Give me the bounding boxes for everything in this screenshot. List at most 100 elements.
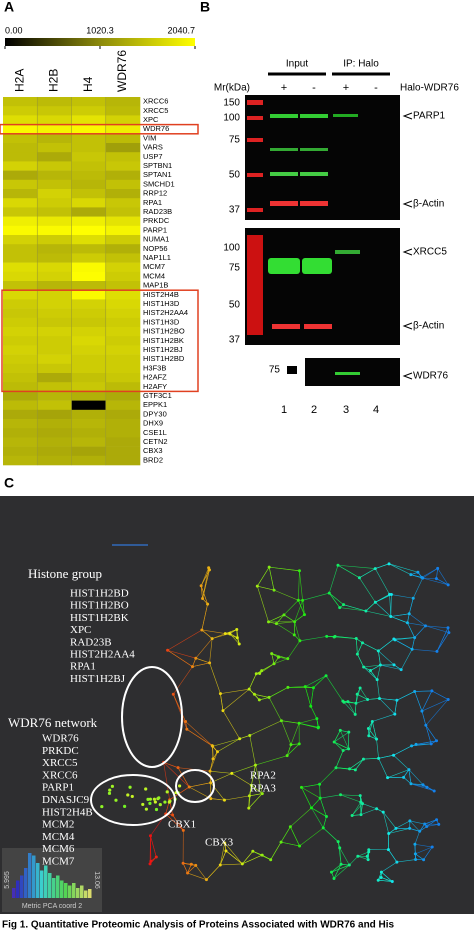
network-edge bbox=[376, 679, 380, 699]
network-edge bbox=[322, 816, 327, 829]
network-label: RPA3 bbox=[250, 783, 276, 795]
network-edge bbox=[323, 827, 339, 842]
network-edge bbox=[372, 721, 377, 740]
network-node bbox=[342, 603, 346, 607]
network-edge bbox=[269, 566, 300, 572]
network-node bbox=[364, 609, 368, 613]
network-edge bbox=[249, 720, 282, 736]
heatmap-cell bbox=[105, 225, 141, 236]
network-node bbox=[108, 788, 112, 792]
inset-bar bbox=[40, 870, 44, 898]
network-node bbox=[347, 730, 351, 734]
network-node bbox=[420, 709, 424, 713]
network-edge bbox=[388, 563, 411, 575]
network-node bbox=[141, 802, 145, 807]
network-edge bbox=[363, 664, 381, 668]
network-edge bbox=[192, 662, 210, 667]
network-edge bbox=[388, 849, 398, 863]
network-node bbox=[341, 699, 345, 703]
network-edge bbox=[328, 565, 339, 594]
inset-bar bbox=[32, 855, 36, 898]
network-label: CBX1 bbox=[168, 819, 196, 831]
network-edge bbox=[382, 812, 390, 834]
network-node bbox=[348, 767, 352, 771]
heatmap-cell bbox=[37, 106, 72, 116]
heatmap-cell bbox=[3, 143, 38, 153]
network-edge bbox=[210, 798, 225, 801]
heatmap-cell bbox=[37, 290, 72, 300]
network-edge bbox=[167, 650, 193, 667]
band bbox=[268, 258, 300, 274]
network-node bbox=[201, 597, 205, 601]
network-node bbox=[311, 686, 315, 690]
network-node bbox=[357, 576, 361, 580]
band bbox=[270, 172, 298, 176]
heatmap-cell bbox=[71, 253, 107, 263]
band bbox=[247, 208, 263, 212]
network-node bbox=[207, 566, 211, 570]
row-label: HIST1H3D bbox=[143, 299, 180, 308]
colorbar-label: 2040.7 bbox=[167, 25, 195, 35]
network-node bbox=[223, 841, 227, 845]
network-node bbox=[336, 840, 340, 844]
heatmap-cell bbox=[3, 354, 38, 365]
cluster-outline bbox=[121, 666, 183, 768]
inset-bar bbox=[80, 885, 84, 898]
network-edge bbox=[325, 675, 344, 702]
network-node bbox=[338, 728, 342, 732]
network-edge bbox=[381, 861, 398, 873]
network-edge bbox=[255, 765, 263, 794]
heatmap-cell bbox=[105, 373, 141, 383]
heatmap-cell bbox=[3, 290, 38, 300]
network-edge bbox=[410, 783, 424, 785]
network-edge bbox=[286, 743, 300, 756]
row-label: H2AFY bbox=[143, 382, 167, 391]
network-node bbox=[435, 739, 439, 743]
network-edge bbox=[299, 723, 319, 729]
network-node bbox=[258, 672, 262, 676]
network-node bbox=[390, 880, 394, 884]
heatmap-cell bbox=[105, 382, 141, 392]
heatmap-cell bbox=[71, 290, 107, 300]
network-node bbox=[148, 797, 153, 801]
heatmap-cell bbox=[3, 262, 38, 273]
network-node bbox=[247, 806, 251, 810]
row-label: PARP1 bbox=[143, 225, 167, 234]
network-node bbox=[267, 695, 271, 699]
network-edge bbox=[261, 663, 275, 671]
network-edge bbox=[421, 711, 427, 726]
network-edge bbox=[333, 864, 350, 879]
network-node bbox=[299, 785, 303, 789]
network-node bbox=[368, 669, 372, 673]
network-node bbox=[128, 785, 132, 789]
heatmap-cell bbox=[105, 124, 141, 135]
network-edge bbox=[276, 621, 295, 624]
network-edge bbox=[302, 600, 305, 615]
network-node bbox=[194, 656, 198, 660]
network-node bbox=[152, 797, 156, 801]
heatmap-cell bbox=[105, 152, 141, 162]
network-edge bbox=[349, 758, 364, 770]
heatmap-cell bbox=[3, 308, 38, 319]
heatmap-cell bbox=[71, 363, 107, 374]
network-edge bbox=[394, 700, 398, 715]
network-edge bbox=[211, 745, 214, 759]
network-label: HIST1H2BO bbox=[70, 600, 129, 612]
network-node bbox=[407, 612, 411, 616]
heatmap-cell bbox=[37, 437, 72, 447]
band bbox=[247, 235, 263, 335]
network-node bbox=[420, 575, 424, 579]
network-edge bbox=[422, 577, 449, 586]
heatmap-cell bbox=[3, 409, 38, 420]
network-edge bbox=[273, 658, 288, 665]
network-edge bbox=[201, 604, 208, 631]
network-node bbox=[358, 686, 362, 690]
network-node bbox=[297, 742, 301, 746]
network-label: MCM6 bbox=[42, 843, 75, 855]
network-node bbox=[251, 849, 255, 853]
network-edge bbox=[380, 664, 402, 670]
heatmap-cell bbox=[105, 161, 141, 171]
network-edge bbox=[150, 835, 157, 858]
network-edge bbox=[396, 859, 416, 863]
heatmap-cell bbox=[37, 207, 72, 217]
